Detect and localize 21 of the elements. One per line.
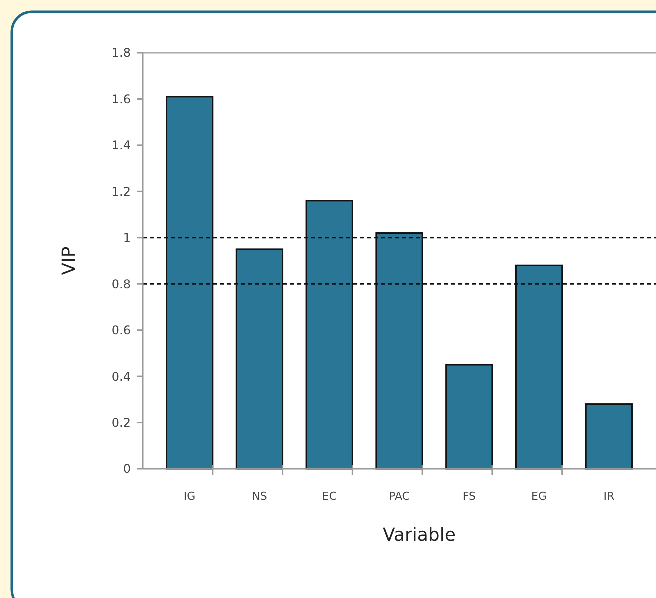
y-tick-label: 0.2 — [112, 416, 131, 430]
y-tick-label: 1.6 — [112, 92, 131, 106]
x-tick-label: PAC — [389, 490, 410, 503]
x-tick-label: NS — [252, 490, 268, 503]
bar — [446, 364, 494, 470]
y-axis-title: VIP — [59, 246, 80, 276]
y-tick-label: 0 — [123, 462, 131, 476]
y-tick-label: 1.4 — [112, 138, 131, 153]
y-tick-label: 1.8 — [112, 46, 131, 60]
y-tick-label: 1.2 — [112, 184, 131, 199]
x-tick-label: FS — [462, 490, 476, 503]
x-tick-label: IG — [184, 490, 196, 503]
x-tick-label: EG — [532, 490, 548, 503]
y-tick-label: 1 — [123, 231, 131, 246]
bar — [585, 404, 633, 470]
x-axis-title: Variable — [383, 525, 456, 546]
x-tick-label: EC — [322, 490, 338, 503]
x-tick-label: IR — [604, 490, 615, 503]
y-tick-label: 0.8 — [112, 277, 131, 292]
y-tick-label: 0.6 — [112, 324, 131, 338]
y-tick-label: 0.4 — [112, 370, 131, 384]
